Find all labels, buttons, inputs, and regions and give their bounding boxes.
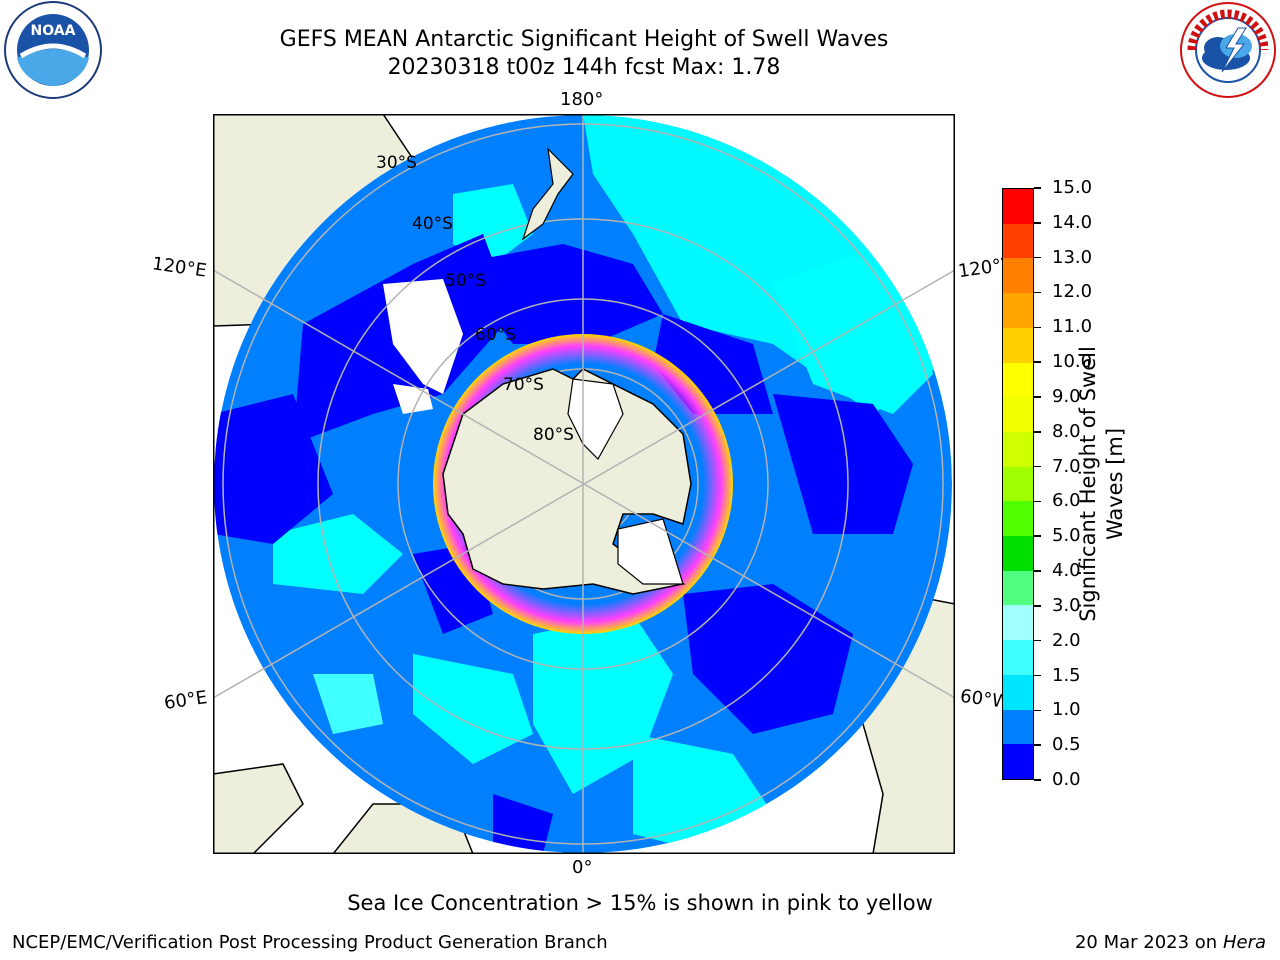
colorbar-tick-label: 1.5 (1052, 664, 1081, 686)
colorbar-band (1003, 431, 1033, 467)
colorbar-band (1003, 640, 1033, 675)
colorbar-tick-label: 0.5 (1052, 734, 1081, 756)
lon-label-120e: 120°E (150, 253, 208, 282)
colorbar-tick-mark (1034, 431, 1041, 433)
colorbar-label-line2: Waves [m] (1103, 427, 1127, 541)
colorbar-band (1003, 327, 1033, 363)
colorbar-tick-mark (1034, 570, 1041, 572)
colorbar-tick-mark (1034, 326, 1041, 329)
colorbar-tick-mark (1034, 674, 1041, 677)
colorbar-tick-mark (1034, 500, 1041, 503)
colorbar (1002, 188, 1034, 780)
colorbar-tick-label: 4.0 (1052, 560, 1081, 582)
colorbar-band (1003, 362, 1033, 398)
polar-map: 30°S 40°S 50°S 60°S 70°S 80°S (213, 114, 955, 854)
colorbar-tick-label: 6.0 (1052, 490, 1081, 512)
machine-name: Hera (1222, 932, 1266, 953)
colorbar-tick-label: 13.0 (1052, 246, 1093, 268)
plot-subtitle: 20230318 t00z 144h fcst Max: 1.78 (387, 55, 781, 80)
colorbar-tick-label: 8.0 (1052, 420, 1081, 442)
lat-label-40s: 40°S (412, 214, 453, 234)
weddell-ice-shelf (617, 518, 684, 585)
colorbar-tick-label: 2.0 (1052, 629, 1081, 651)
colorbar-tick-label: 9.0 (1052, 385, 1081, 407)
colorbar-tick-mark (1034, 779, 1041, 781)
colorbar-band (1003, 709, 1033, 745)
colorbar-tick-mark (1034, 222, 1041, 224)
colorbar-tick-label: 3.0 (1052, 594, 1081, 616)
colorbar-tick-mark (1034, 361, 1041, 363)
map-frame (213, 114, 955, 854)
colorbar-band (1003, 536, 1033, 571)
colorbar-tick-mark (1034, 396, 1041, 398)
lon-label-180: 180° (560, 89, 604, 110)
date-text: 20 Mar 2023 on (1074, 932, 1218, 953)
sea-ice-note: Sea Ice Concentration > 15% is shown in … (347, 891, 933, 915)
colorbar-tick-label: 10.0 (1052, 351, 1093, 373)
noaa-logo-text: NOAA (31, 23, 76, 39)
colorbar-band (1003, 501, 1033, 537)
colorbar-tick-mark (1034, 291, 1041, 294)
colorbar-tick-label: 12.0 (1052, 281, 1093, 303)
colorbar-tick-label: 5.0 (1052, 525, 1081, 547)
lat-label-70s: 70°S (503, 375, 544, 395)
colorbar-band (1003, 605, 1033, 641)
africa-land (213, 763, 304, 854)
colorbar-tick-mark (1034, 187, 1041, 189)
noaa-logo: NOAA (3, 0, 103, 100)
colorbar-tick-mark (1034, 744, 1041, 746)
nws-logo (1178, 0, 1278, 100)
lon-label-0: 0° (572, 857, 593, 878)
colorbar-label-line1: Significant Height of Swell (1076, 346, 1100, 622)
colorbar-tick-label: 14.0 (1052, 211, 1093, 233)
colorbar-band (1003, 570, 1033, 606)
lat-label-60s: 60°S (475, 325, 516, 345)
colorbar-tick-label: 15.0 (1052, 177, 1093, 198)
colorbar-band (1003, 293, 1033, 328)
colorbar-band (1003, 189, 1033, 224)
colorbar-tick-mark (1034, 639, 1041, 642)
colorbar-tick-mark (1034, 535, 1041, 537)
colorbar-band (1003, 674, 1033, 710)
colorbar-band (1003, 744, 1033, 779)
ross-ice-shelf (567, 378, 624, 460)
lat-label-80s: 80°S (533, 425, 574, 445)
graticule-longitude (213, 114, 955, 854)
colorbar-tick-label: 1.0 (1052, 699, 1081, 721)
plot-title: GEFS MEAN Antarctic Significant Height o… (279, 27, 889, 52)
colorbar-tick-mark (1034, 256, 1041, 259)
colorbar-tick-label: 0.0 (1052, 769, 1081, 790)
date-stamp: 20 Mar 2023 on Hera (1075, 932, 1266, 953)
credit-text: NCEP/EMC/Verification Post Processing Pr… (12, 932, 608, 953)
colorbar-tick-mark (1034, 709, 1041, 712)
lat-label-50s: 50°S (445, 271, 486, 291)
colorbar-tick-label: 7.0 (1052, 455, 1081, 477)
colorbar-band (1003, 258, 1033, 294)
colorbar-tick-label: 11.0 (1052, 316, 1093, 338)
new-zealand-land (521, 147, 574, 241)
colorbar-tick-mark (1034, 465, 1041, 468)
colorbar-band (1003, 397, 1033, 432)
lon-label-60e: 60°E (162, 687, 209, 714)
colorbar-tick-mark (1034, 605, 1041, 607)
colorbar-band (1003, 223, 1033, 259)
colorbar-band (1003, 466, 1033, 502)
lat-label-30s: 30°S (376, 153, 417, 173)
